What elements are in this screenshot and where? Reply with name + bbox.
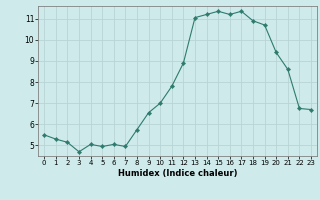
X-axis label: Humidex (Indice chaleur): Humidex (Indice chaleur): [118, 169, 237, 178]
